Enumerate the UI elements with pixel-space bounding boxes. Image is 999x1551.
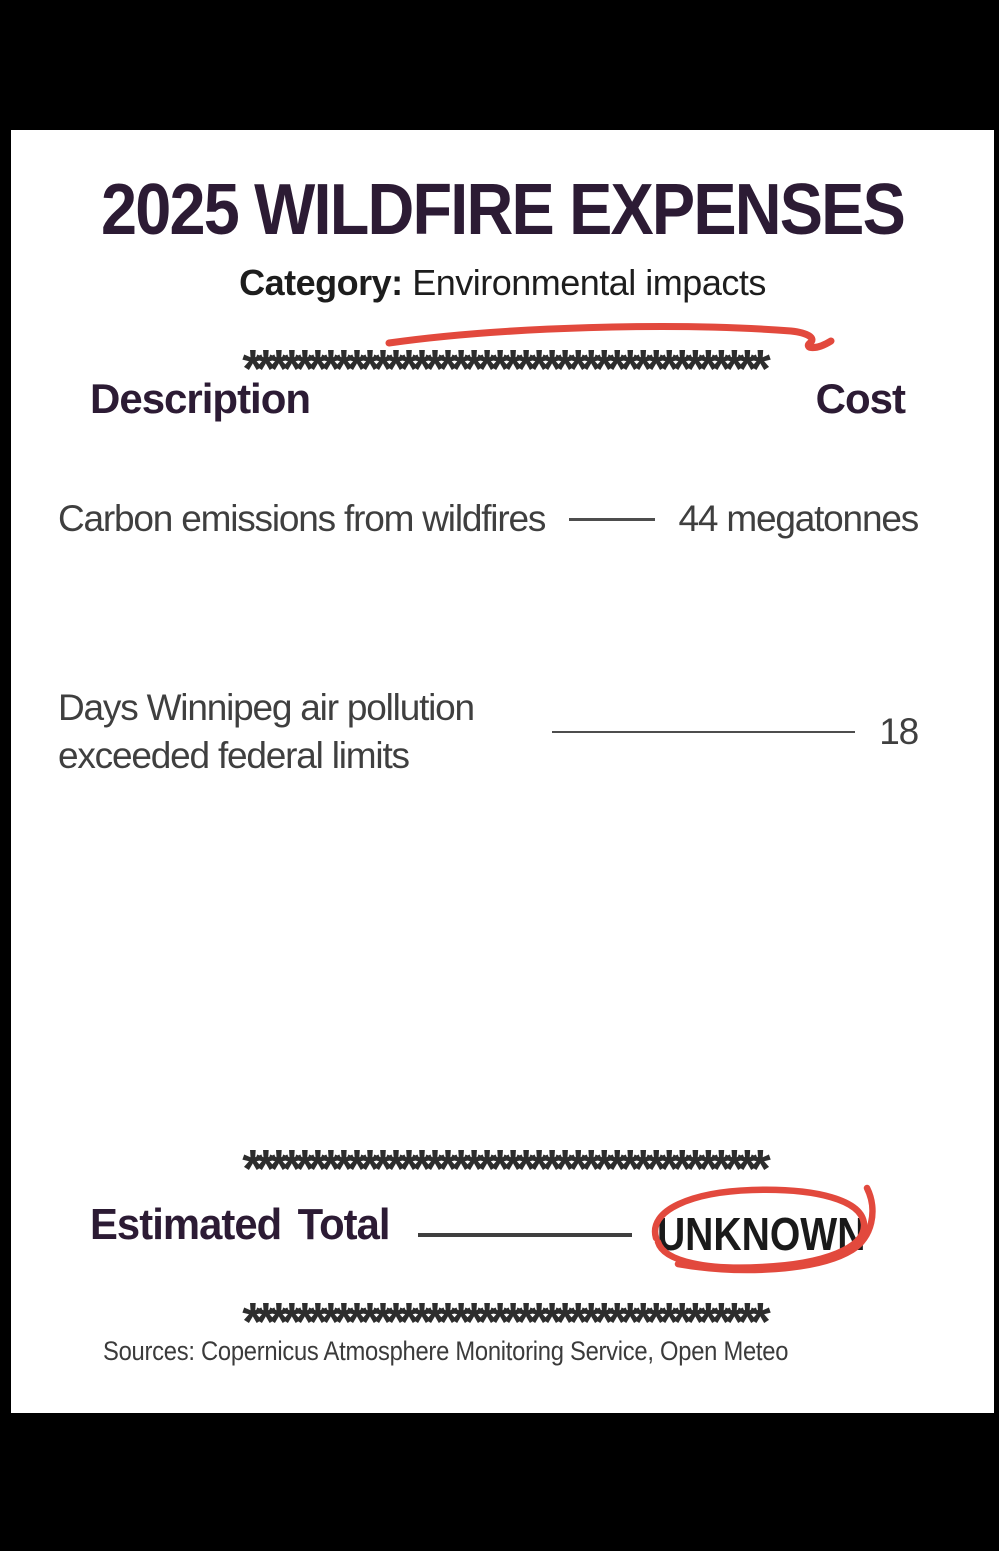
category-line: Category: Environmental impacts (11, 262, 994, 304)
column-header-description: Description (90, 375, 311, 422)
receipt-torn-edge-top (11, 130, 994, 147)
column-header-cost: Cost (815, 375, 906, 422)
estimated-total-label: Estimated Total (90, 1200, 391, 1249)
table-row: Days Winnipeg air pollution exceeded fed… (58, 684, 919, 780)
divider-asterisks-top: **************************************** (242, 339, 771, 399)
estimated-total-value: UNKNOWN (656, 1208, 866, 1260)
table-row: Carbon emissions from wildfires 44 megat… (58, 495, 920, 543)
red-underline-swoosh (385, 323, 835, 352)
row-cost: 44 megatonnes (678, 498, 920, 539)
connector-line (569, 517, 655, 521)
row-description: Days Winnipeg air pollution exceeded fed… (58, 687, 475, 776)
row-cost: 18 (879, 711, 919, 752)
sources-note: Sources: Copernicus Atmosphere Monitorin… (103, 1336, 789, 1366)
category-label: Category: (239, 262, 403, 303)
connector-line (418, 1233, 632, 1237)
red-circle-annotation (651, 1184, 876, 1274)
category-value: Environmental impacts (412, 262, 766, 303)
page-title: 2025 WILDFIRE EXPENSES (100, 170, 906, 250)
row-description: Carbon emissions from wildfires (58, 498, 546, 539)
table-header: Description Cost (0, 375, 999, 435)
divider-asterisks-middle: **************************************** (242, 1139, 771, 1199)
connector-line (552, 731, 856, 733)
divider-asterisks-bottom: **************************************** (242, 1292, 771, 1352)
receipt-torn-edge-bottom (11, 1396, 994, 1413)
